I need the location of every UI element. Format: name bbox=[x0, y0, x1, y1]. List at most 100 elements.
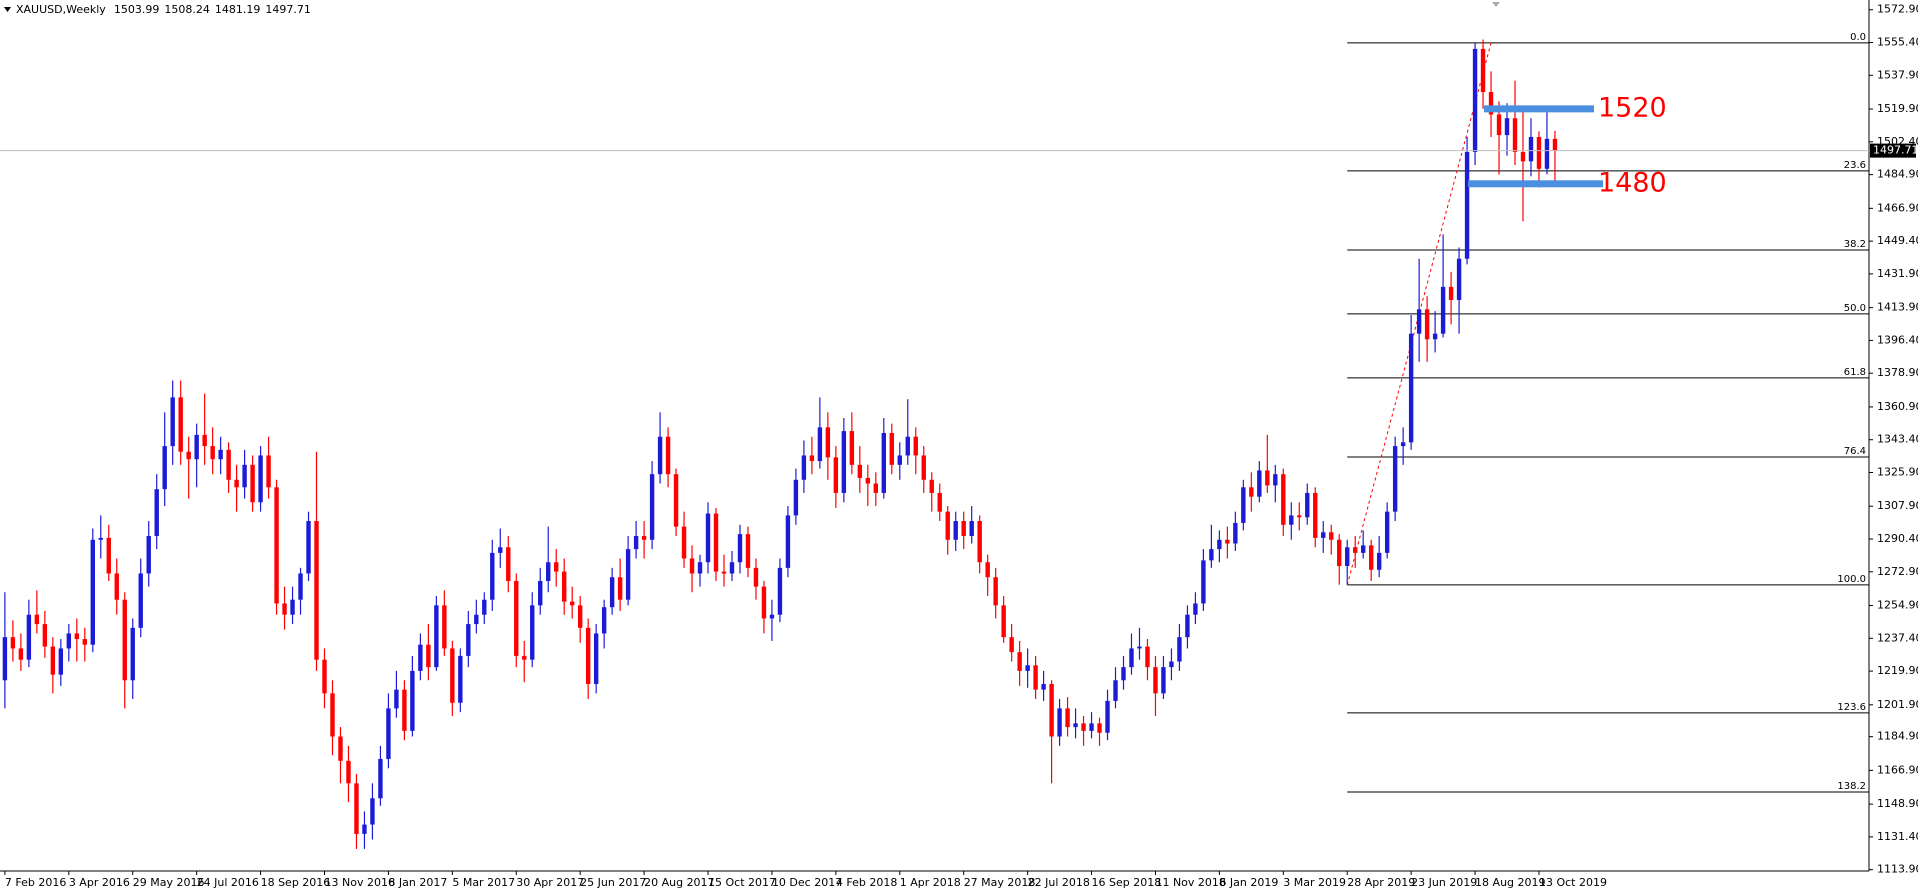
y-tick-label: 1184.90 bbox=[1877, 730, 1918, 743]
candle-body bbox=[1464, 151, 1470, 259]
candle-body bbox=[1249, 487, 1254, 497]
candle-body bbox=[554, 562, 559, 572]
candle-body bbox=[1025, 665, 1030, 671]
candle-body bbox=[66, 633, 72, 649]
candle-body bbox=[969, 521, 974, 537]
candle-body bbox=[26, 614, 32, 660]
candle-body bbox=[50, 646, 56, 675]
candle-body bbox=[154, 489, 159, 537]
candle-body bbox=[1329, 532, 1334, 540]
x-tick-label: 20 Aug 2017 bbox=[644, 876, 714, 889]
candle-body bbox=[418, 644, 423, 671]
candle-body bbox=[785, 515, 791, 568]
y-tick-label: 1466.90 bbox=[1877, 201, 1918, 214]
candle-body bbox=[1097, 723, 1102, 733]
candle-body bbox=[577, 605, 583, 628]
candle-body bbox=[1456, 258, 1462, 300]
candle-body bbox=[1009, 637, 1014, 653]
x-tick-label: 29 May 2016 bbox=[133, 876, 205, 889]
fib-label: 38.2 bbox=[1844, 239, 1866, 250]
candle-body bbox=[585, 627, 591, 685]
candle-body bbox=[10, 637, 16, 649]
candle-body bbox=[1201, 560, 1206, 604]
candle-body bbox=[713, 513, 719, 572]
candle-body bbox=[1552, 138, 1558, 151]
fib-label: 123.6 bbox=[1837, 702, 1866, 713]
y-tick-label: 1219.90 bbox=[1877, 664, 1918, 677]
current-price-label: 1497.71 bbox=[1873, 144, 1918, 157]
candle-body bbox=[394, 689, 399, 709]
candle-body bbox=[1113, 680, 1118, 701]
candle-body bbox=[833, 457, 839, 493]
candle-body bbox=[1217, 539, 1222, 550]
fib-label: 23.6 bbox=[1844, 160, 1866, 171]
high-value: 1508.24 bbox=[164, 3, 210, 16]
candle-body bbox=[569, 601, 575, 606]
candle-body bbox=[1193, 603, 1198, 615]
candle-body bbox=[1033, 665, 1038, 690]
x-tick-label: 23 Jun 2019 bbox=[1411, 876, 1477, 889]
y-tick-label: 1413.90 bbox=[1877, 301, 1918, 314]
candle-body bbox=[937, 492, 942, 512]
y-tick-label: 1307.90 bbox=[1877, 499, 1918, 512]
candle-body bbox=[74, 633, 80, 640]
candle-body bbox=[442, 605, 447, 649]
candle-body bbox=[1129, 648, 1134, 668]
level-annotation: 1480 bbox=[1598, 167, 1667, 198]
candle-body bbox=[370, 798, 375, 825]
candle-body bbox=[2, 637, 8, 681]
x-tick-label: 7 Feb 2016 bbox=[5, 876, 66, 889]
candle-body bbox=[90, 539, 95, 645]
open-value: 1503.99 bbox=[114, 3, 160, 16]
y-tick-label: 1519.90 bbox=[1877, 102, 1918, 115]
x-tick-label: 11 Nov 2018 bbox=[1155, 876, 1225, 889]
candle-body bbox=[1480, 48, 1486, 92]
candle-body bbox=[306, 521, 311, 574]
candle-body bbox=[170, 397, 175, 447]
candle-body bbox=[793, 479, 799, 516]
candle-body bbox=[993, 577, 998, 606]
candle-body bbox=[1001, 605, 1006, 638]
candle-body bbox=[649, 474, 655, 540]
candle-body bbox=[186, 451, 191, 460]
candle-body bbox=[378, 758, 383, 799]
candle-body bbox=[1408, 333, 1414, 443]
candle-body bbox=[322, 659, 327, 694]
candle-body bbox=[1512, 118, 1518, 152]
candle-body bbox=[777, 567, 783, 615]
x-tick-label: 30 Apr 2017 bbox=[516, 876, 584, 889]
header: XAUUSD,Weekly 1503.99 1508.24 1481.19 1497.7… bbox=[4, 3, 311, 16]
candle-body bbox=[641, 536, 647, 540]
candle-body bbox=[825, 427, 831, 458]
y-tick-label: 1254.90 bbox=[1877, 599, 1918, 612]
candle-body bbox=[498, 547, 503, 553]
candle-body bbox=[913, 436, 918, 456]
candle-body bbox=[410, 670, 415, 731]
candle-body bbox=[657, 436, 663, 475]
candle-body bbox=[729, 562, 735, 574]
candle-body bbox=[1169, 661, 1174, 668]
candle-body bbox=[1081, 723, 1086, 731]
candle-body bbox=[1153, 667, 1158, 694]
candle-body bbox=[1289, 515, 1294, 525]
candle-body bbox=[1273, 474, 1278, 486]
shift-marker bbox=[1492, 2, 1500, 7]
candle-body bbox=[1544, 138, 1550, 169]
candle-body bbox=[953, 521, 958, 540]
candle-body bbox=[290, 599, 295, 615]
fib-label: 0.0 bbox=[1850, 32, 1866, 43]
candle-body bbox=[681, 526, 687, 559]
candle-body bbox=[1137, 646, 1142, 649]
candle-body bbox=[458, 655, 463, 703]
candle-body bbox=[266, 455, 271, 488]
candle-body bbox=[1177, 637, 1182, 662]
candle-body bbox=[1257, 470, 1262, 497]
candle-body bbox=[250, 464, 255, 503]
candle-body bbox=[1504, 118, 1510, 136]
candle-body bbox=[386, 708, 391, 759]
candle-body bbox=[705, 513, 711, 563]
candle-body bbox=[1161, 667, 1166, 694]
candle-body bbox=[1313, 492, 1318, 538]
candle-body bbox=[1392, 446, 1398, 512]
